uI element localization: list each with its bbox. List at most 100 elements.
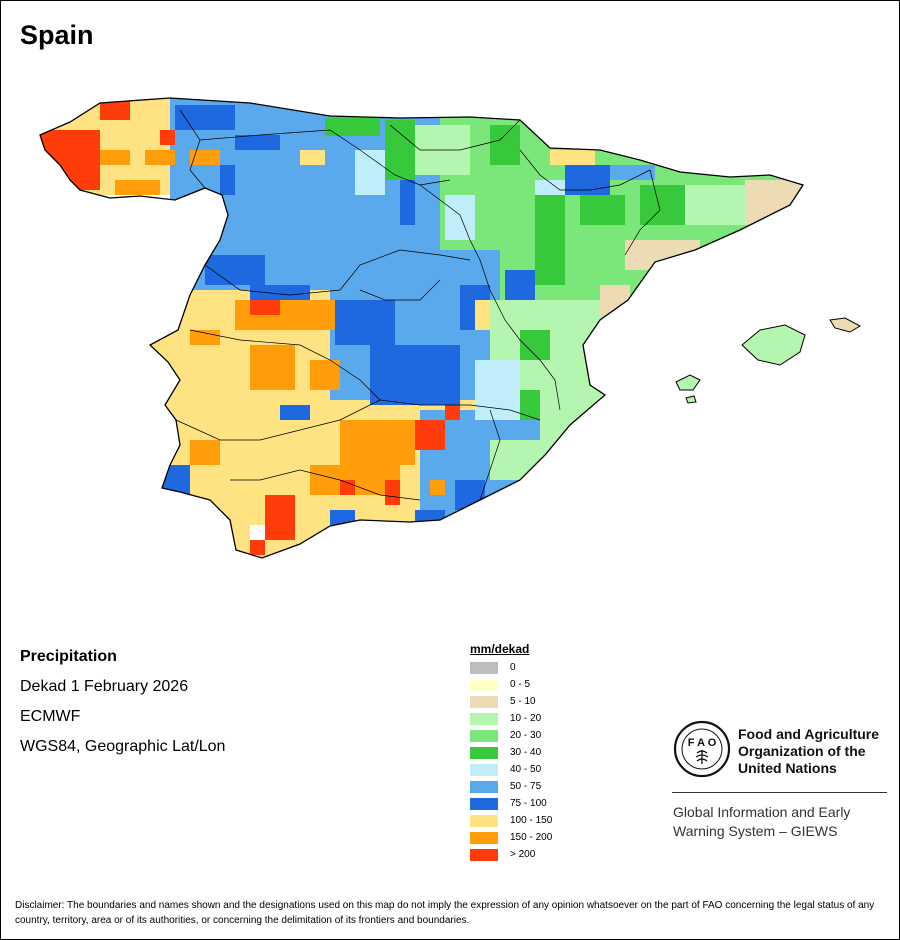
legend-label: 10 - 20 [510,713,542,724]
organization-name: Food and Agriculture Organization of the… [738,726,879,777]
legend-label: > 200 [510,849,536,860]
legend-swatch [470,696,498,708]
giews-name: Global Information and Early Warning Sys… [673,803,850,841]
legend-label: 100 - 150 [510,815,553,826]
cell [340,420,415,465]
cell [490,440,550,480]
cell [325,118,380,136]
cell [190,330,220,345]
cell [175,105,235,130]
cell [340,480,355,495]
cell [100,150,130,165]
legend-swatch [470,747,498,759]
legend-label: 0 - 5 [510,679,531,690]
legend-label: 150 - 200 [510,832,553,843]
cell [685,185,745,225]
cell [280,405,310,420]
cell [310,360,340,390]
cell [115,180,160,195]
legend-label: 50 - 75 [510,781,542,792]
cell [335,300,395,345]
org-name-line: United Nations [738,760,837,776]
fao-logo: F A O [673,720,731,778]
svg-text:F A O: F A O [688,737,717,749]
legend-label: 75 - 100 [510,798,547,809]
ibiza [675,374,701,391]
org-name-line: Food and Agriculture [738,726,880,742]
cell [265,495,295,540]
legend-label: 40 - 50 [510,764,542,775]
cell [520,330,550,360]
cell [175,405,205,435]
cell [190,440,220,465]
cell [205,255,265,285]
cell [505,270,535,300]
cell [385,120,415,180]
legend-swatch [470,832,498,844]
legend-label: 5 - 10 [510,696,536,707]
legend-label: 0 [510,662,516,673]
cell [640,185,685,225]
legend-swatch [470,730,498,742]
cell [300,150,325,165]
region-borders [175,109,661,501]
legend-swatch [470,764,498,776]
precipitation-map [39,97,862,559]
cell [580,195,625,225]
cell [600,285,630,315]
cell [330,510,355,525]
map-projection: WGS84, Geographic Lat/Lon [20,738,226,755]
cell [250,300,280,315]
cell [415,420,445,450]
legend-swatch [470,798,498,810]
legend-swatch [470,849,498,861]
cell [250,540,265,555]
formentera [685,395,697,404]
map-variable: Precipitation [20,648,117,665]
cell [385,480,400,505]
cell [220,165,235,195]
disclaimer: Disclaimer: The boundaries and names sho… [15,900,875,926]
cell [250,345,295,390]
cell [565,165,610,195]
cell [535,195,565,285]
map-title: Spain [20,20,94,50]
cell [400,180,415,225]
cell [100,100,130,120]
cell [145,150,175,165]
cell [445,195,475,240]
cell [250,285,310,300]
cell [415,510,445,525]
legend-title: mm/dekad [470,642,530,656]
legend-swatch [470,679,498,691]
giews-line: Global Information and Early [673,804,851,820]
legend-swatch [470,781,498,793]
cell [610,165,655,180]
cell [540,390,600,420]
cell [535,180,565,195]
menorca [829,317,862,333]
cell [745,180,803,225]
cell [190,150,220,165]
legend-label: 30 - 40 [510,747,542,758]
map-source: ECMWF [20,708,81,725]
cell [550,150,595,165]
spain-outline [39,97,805,559]
cell [625,240,700,270]
cell [235,135,280,150]
legend-swatch [470,815,498,827]
legend-swatch [470,713,498,725]
legend-label: 20 - 30 [510,730,542,741]
org-name-line: Organization of the [738,743,866,759]
balearic-islands [675,317,862,404]
cell [430,480,445,495]
cell [370,345,460,405]
cell [160,130,175,145]
cell [475,360,520,420]
mallorca [741,324,806,366]
giews-line: Warning System – GIEWS [673,823,838,839]
map-period: Dekad 1 February 2026 [20,678,189,695]
cell [445,405,460,420]
divider [672,792,887,793]
cell [40,130,100,190]
